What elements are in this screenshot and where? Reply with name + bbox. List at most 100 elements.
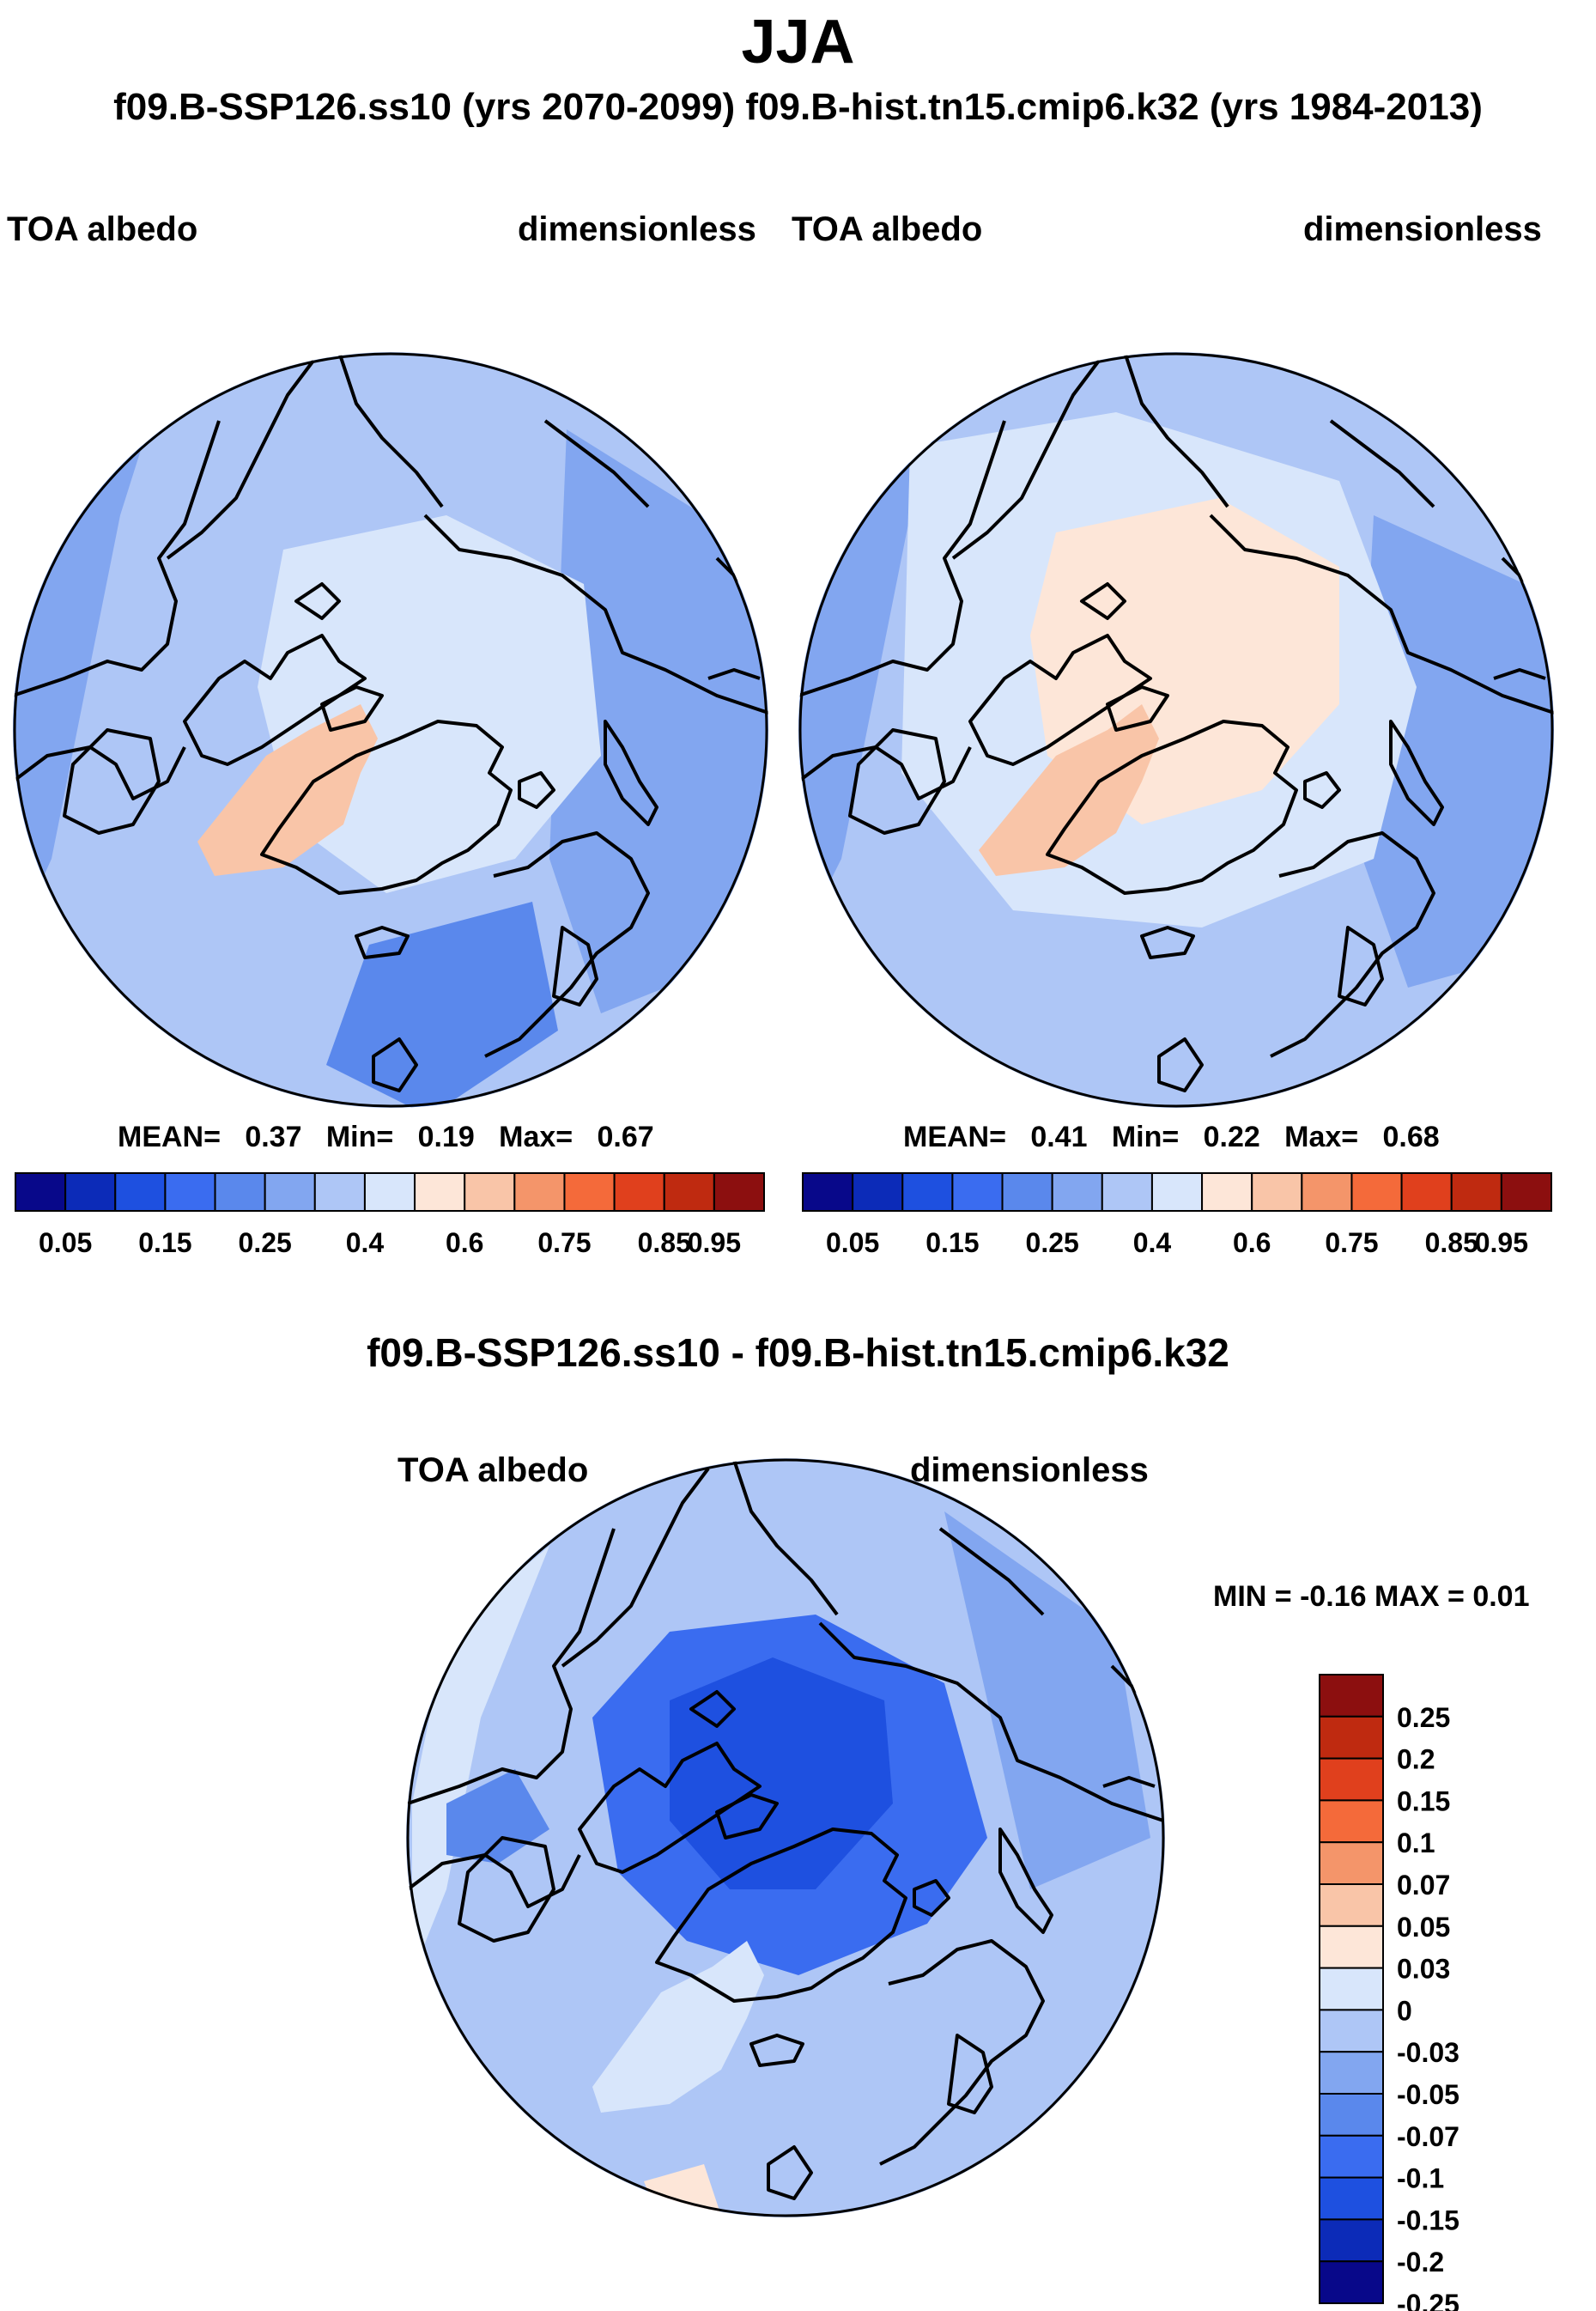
panel1-colorbar-swatch (164, 1172, 216, 1212)
diff-colorbar-tick-label: -0.07 (1397, 2121, 1459, 2152)
diff-colorbar-swatch (1319, 2176, 1384, 2221)
panel1-colorbar-swatch (663, 1172, 715, 1212)
panel1-colorbar-tick-label: 0.25 (239, 1227, 292, 1258)
panel2-colorbar-tick-label: 0.05 (826, 1227, 879, 1258)
panel1-min: 0.19 (417, 1121, 475, 1153)
panel2-greenland-ice (979, 704, 1159, 876)
panel2-colorbar-tick-label: 0.6 (1233, 1227, 1271, 1258)
diff-colorbar-tick-label: 0.2 (1397, 1744, 1435, 1775)
diff-stats: MIN = -0.16 MAX = 0.01 (1213, 1580, 1530, 1613)
panel2-colorbar-swatch (1201, 1172, 1253, 1212)
panel2-colorbar-tick-label: 0.95 (1475, 1227, 1528, 1258)
panel2-colorbar-swatch (951, 1172, 1004, 1212)
panel1-colorbar-swatch (313, 1172, 366, 1212)
diff-colorbar-tick-label: 0 (1397, 1995, 1412, 2026)
diff-colorbar-swatch (1319, 1674, 1384, 1718)
panel1-colorbar-swatch (214, 1172, 266, 1212)
panel2-colorbar-swatch (1450, 1172, 1502, 1212)
panel1-colorbar-tick-label: 0.05 (39, 1227, 92, 1258)
panel1-colorbar-swatch (114, 1172, 167, 1212)
diff-colorbar-tick-label: -0.25 (1397, 2289, 1459, 2311)
diff-colorbar-tick-label: 0.1 (1397, 1828, 1435, 1858)
panel2-colorbar-swatch (1051, 1172, 1103, 1212)
diff-colorbar-swatch (1319, 1841, 1384, 1885)
diff-greenland (592, 1941, 764, 2113)
diff-right-label: dimensionless (910, 1451, 1149, 1489)
panel1-east-band (549, 429, 768, 1013)
panel2-colorbar-tick-label: 0.25 (1026, 1227, 1079, 1258)
panel2-colorbar-swatch (1400, 1172, 1453, 1212)
diff-colorbar-swatch (1319, 1967, 1384, 2011)
panel2-colorbar-swatch (1150, 1172, 1204, 1212)
panel2-colorbar-swatch (901, 1172, 954, 1212)
diff-colorbar-swatch (1319, 2260, 1384, 2304)
panel2-min-label: Min= (1111, 1121, 1180, 1153)
panel2-mean-label: MEAN= (903, 1121, 1006, 1153)
panel1-min-label: Min= (325, 1121, 394, 1153)
panel1-colorbar-swatch (363, 1172, 416, 1212)
diff-colorbar-tick-label: -0.2 (1397, 2247, 1444, 2278)
panel2-colorbar-swatch (1251, 1172, 1303, 1212)
diff-colorbar-swatch (1319, 2051, 1384, 2095)
panel1-greenland-ice (197, 704, 378, 876)
panel1-mean-label: MEAN= (118, 1121, 221, 1153)
figure-subtitle: f09.B-SSP126.ss10 (yrs 2070-2099) f09.B-… (113, 86, 1483, 128)
diff-colorbar-swatch (1319, 1757, 1384, 1802)
panel2-max: 0.68 (1382, 1121, 1440, 1153)
panel1-colorbar-swatch (563, 1172, 616, 1212)
panel2-colorbar-tick-label: 0.75 (1325, 1227, 1378, 1258)
diff-colorbar-tick-label: 0.07 (1397, 1870, 1450, 1900)
panel2-colorbar-swatch (852, 1172, 904, 1212)
panel2-colorbar-swatch (802, 1172, 854, 1212)
diff-colorbar-tick-label: 0.03 (1397, 1954, 1450, 1985)
panel1-colorbar-tick-label: 0.4 (346, 1227, 385, 1258)
panel2-colorbar-tick-label: 0.85 (1425, 1227, 1478, 1258)
diff-colorbar-tick-label: 0.25 (1397, 1702, 1450, 1733)
diff-colorbar-swatch (1319, 2134, 1384, 2179)
panel1-colorbar-swatch (414, 1172, 466, 1212)
diff-colorbar-swatch (1319, 1883, 1384, 1927)
panel1-colorbar-tick-label: 0.85 (638, 1227, 691, 1258)
diff-colorbar-tick-label: -0.03 (1397, 2037, 1459, 2068)
panel2-colorbar-swatch (1301, 1172, 1353, 1212)
panel2-colorbar-swatch (1101, 1172, 1153, 1212)
panel1-colorbar-tick-label: 0.75 (537, 1227, 591, 1258)
panel2-map (798, 352, 1554, 1108)
panel2-colorbar-swatch (1500, 1172, 1553, 1212)
panel2-colorbar-swatch (1001, 1172, 1053, 1212)
diff-east-band (944, 1511, 1150, 1889)
panel1-colorbar-swatch (713, 1172, 765, 1212)
panel1-colorbar-tick-label: 0.15 (138, 1227, 191, 1258)
panel2-right-label: dimensionless (1303, 210, 1542, 248)
panel1-left-label: TOA albedo (7, 210, 198, 248)
panel2-colorbar-tick-label: 0.4 (1133, 1227, 1172, 1258)
panel1-colorbar-swatch (64, 1172, 117, 1212)
panel2-stats: MEAN= 0.41 Min= 0.22 Max= 0.68 (903, 1121, 1440, 1154)
panel1-colorbar-swatch (613, 1172, 665, 1212)
panel2-colorbar-tick-label: 0.15 (925, 1227, 979, 1258)
diff-colorbar-swatch (1319, 1799, 1384, 1844)
diff-colorbar-tick-label: -0.15 (1397, 2205, 1459, 2235)
panel2-min: 0.22 (1203, 1121, 1260, 1153)
panel1-max-label: Max= (499, 1121, 573, 1153)
panel2-left-label: TOA albedo (792, 210, 983, 248)
panel2-mean: 0.41 (1030, 1121, 1088, 1153)
diff-colorbar-tick-label: 0.15 (1397, 1785, 1450, 1816)
diff-colorbar-tick-label: -0.1 (1397, 2163, 1444, 2194)
panel1-colorbar: 0.05 0.15 0.25 0.4 0.6 0.75 0.850.95 (15, 1172, 765, 1258)
diff-colorbar-swatch (1319, 2093, 1384, 2137)
diff-colorbar-swatch (1319, 1925, 1384, 1969)
panel1-colorbar-swatch (513, 1172, 566, 1212)
panel1-stats: MEAN= 0.37 Min= 0.19 Max= 0.67 (118, 1121, 654, 1154)
panel1-mean: 0.37 (245, 1121, 302, 1153)
panel1-right-label: dimensionless (518, 210, 756, 248)
panel1-colorbar-tick-label: 0.95 (688, 1227, 741, 1258)
diff-colorbar: 0.25 0.2 0.15 0.1 0.07 0.05 0.03 0 -0.03 -0.05 -0.… (1319, 1674, 1459, 2311)
panel2-colorbar: 0.05 0.15 0.25 0.4 0.6 0.75 0.850.95 (802, 1172, 1553, 1258)
diff-title: f09.B-SSP126.ss10 - f09.B-hist.tn15.cmip… (367, 1330, 1229, 1375)
panel1-max: 0.67 (597, 1121, 654, 1153)
diff-colorbar-swatch (1319, 2218, 1384, 2263)
panel1-colorbar-swatch (15, 1172, 67, 1212)
diff-colorbar-tick-label: -0.05 (1397, 2079, 1459, 2110)
